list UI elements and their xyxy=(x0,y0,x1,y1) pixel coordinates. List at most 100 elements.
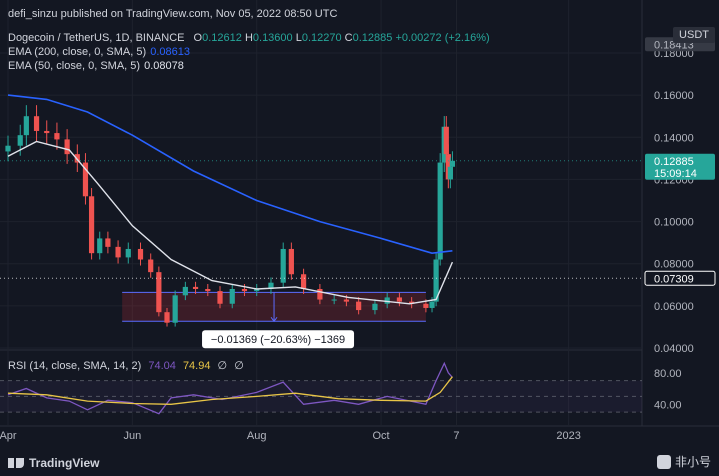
candle-body xyxy=(288,248,294,275)
watermark-text: 非小号 xyxy=(674,455,711,469)
time-tick-label: 7 xyxy=(453,430,459,442)
publish-credit: defi_sinzu published on TradingView.com,… xyxy=(8,8,338,20)
ohlc-open: 0.12612 xyxy=(202,32,242,44)
rsi-empty-1: ∅ xyxy=(217,360,228,372)
rsi-tick-label: 80.00 xyxy=(654,368,682,380)
candle-body xyxy=(23,116,29,136)
rsi-label: RSI (14, close, SMA, 14, 2) xyxy=(8,360,142,372)
candle-body xyxy=(254,289,260,292)
candle-body xyxy=(44,130,50,134)
candle-body xyxy=(64,139,70,155)
price-tick-label: 0.10000 xyxy=(654,217,694,229)
candle-body xyxy=(192,286,199,289)
tradingview-brand-text: TradingView xyxy=(29,456,100,470)
price-marker-box xyxy=(644,270,716,286)
ohlc-change: +0.00272 (+2.16%) xyxy=(395,32,490,44)
ema50-value: 0.08078 xyxy=(144,60,184,72)
candle-body xyxy=(88,196,95,254)
candle-body xyxy=(33,116,40,131)
candle-body xyxy=(443,126,449,155)
candle-body xyxy=(372,303,378,311)
symbol-name[interactable]: Dogecoin / TetherUS, 1D, BINANCE xyxy=(8,32,185,44)
candle-body xyxy=(356,301,362,311)
range-label-box xyxy=(202,330,355,349)
ohlc-close: 0.12885 xyxy=(352,32,393,44)
candle-body xyxy=(105,238,111,247)
price-tick-label: 0.06000 xyxy=(654,301,694,313)
rsi-tick-label: 40.00 xyxy=(654,399,682,411)
time-tick-label: Aug xyxy=(247,430,267,442)
ohlc-low-label: L xyxy=(295,32,302,44)
candle-body xyxy=(217,291,223,304)
ohlc-high-label: H xyxy=(244,32,253,44)
ohlc-high: 0.13600 xyxy=(252,32,293,44)
ema50-line xyxy=(7,140,454,305)
ema200-legend[interactable]: EMA (200, close, 0, SMA, 5) 0.08613 xyxy=(8,46,190,58)
candle-body xyxy=(241,289,248,292)
candle-body xyxy=(396,297,403,302)
range-label: −0.01369 (−20.63%) −1369 xyxy=(211,334,345,346)
rsi-ma-value: 74.94 xyxy=(182,360,211,372)
candle-body xyxy=(423,303,429,308)
price-tick-label: 0.04000 xyxy=(654,343,694,355)
range-arrow-head xyxy=(270,316,278,323)
rsi-value: 74.04 xyxy=(148,360,176,372)
ohlc-open-label: O xyxy=(193,32,203,44)
price-tick-label: 0.08000 xyxy=(654,259,694,271)
currency-button[interactable]: USDT xyxy=(673,27,715,43)
candle-body xyxy=(182,286,188,296)
candle-body xyxy=(74,154,80,163)
candle-body xyxy=(409,301,415,304)
candle-body xyxy=(5,145,11,152)
candle-body xyxy=(229,289,235,304)
watermark-logo-icon xyxy=(656,454,671,469)
price-marker-label: 0.07309 xyxy=(654,273,694,285)
candle-body xyxy=(343,299,350,302)
rsi-ma-line xyxy=(7,376,453,405)
candle-body xyxy=(125,248,131,258)
candle-body xyxy=(164,312,170,323)
time-tick-label: Apr xyxy=(0,430,17,442)
ohlc-low: 0.12270 xyxy=(301,32,342,44)
ema200-line xyxy=(7,94,453,255)
price-tick-label: 0.16000 xyxy=(654,90,694,102)
candle-body xyxy=(437,162,443,260)
candle-body xyxy=(205,289,211,292)
symbol-legend: Dogecoin / TetherUS, 1D, BINANCE O0.1261… xyxy=(8,32,490,44)
candle-body xyxy=(280,248,286,283)
candle-body xyxy=(54,133,60,140)
tradingview-logo-icon xyxy=(8,458,24,468)
rsi-legend[interactable]: RSI (14, close, SMA, 14, 2) 74.04 74.94 … xyxy=(8,359,248,372)
ema50-legend[interactable]: EMA (50, close, 0, SMA, 5) 0.08078 xyxy=(8,60,184,72)
candle-body xyxy=(115,246,121,258)
watermark: 非小号 xyxy=(656,453,711,470)
price-marker-countdown: 15:09:14 xyxy=(654,168,697,180)
ohlc-close-label: C xyxy=(344,32,353,44)
candle-body xyxy=(433,259,439,302)
ema200-value: 0.08613 xyxy=(150,46,190,58)
tradingview-brand[interactable]: TradingView xyxy=(8,456,99,470)
candle-body xyxy=(137,248,144,260)
price-marker-box xyxy=(645,153,715,180)
time-tick-label: 2023 xyxy=(556,430,580,442)
candle-body xyxy=(449,160,456,167)
candle-body xyxy=(445,154,451,180)
candle-body xyxy=(17,135,23,146)
candle-body xyxy=(300,274,307,289)
candle-body xyxy=(148,259,154,273)
rsi-line xyxy=(7,361,453,415)
price-tick-label: 0.14000 xyxy=(654,132,694,144)
candle-body xyxy=(97,238,103,254)
ema200-label: EMA (200, close, 0, SMA, 5) xyxy=(8,46,147,58)
ema50-label: EMA (50, close, 0, SMA, 5) xyxy=(8,60,141,72)
rsi-empty-2: ∅ xyxy=(234,360,244,372)
candle-body xyxy=(156,272,162,313)
candle-body xyxy=(429,301,435,308)
candle-body xyxy=(172,295,178,323)
candle-body xyxy=(384,297,390,304)
time-tick-label: Jun xyxy=(123,430,141,442)
candle-body xyxy=(447,166,453,180)
price-marker-label: 0.12885 xyxy=(654,156,694,168)
candle-body xyxy=(331,299,337,301)
